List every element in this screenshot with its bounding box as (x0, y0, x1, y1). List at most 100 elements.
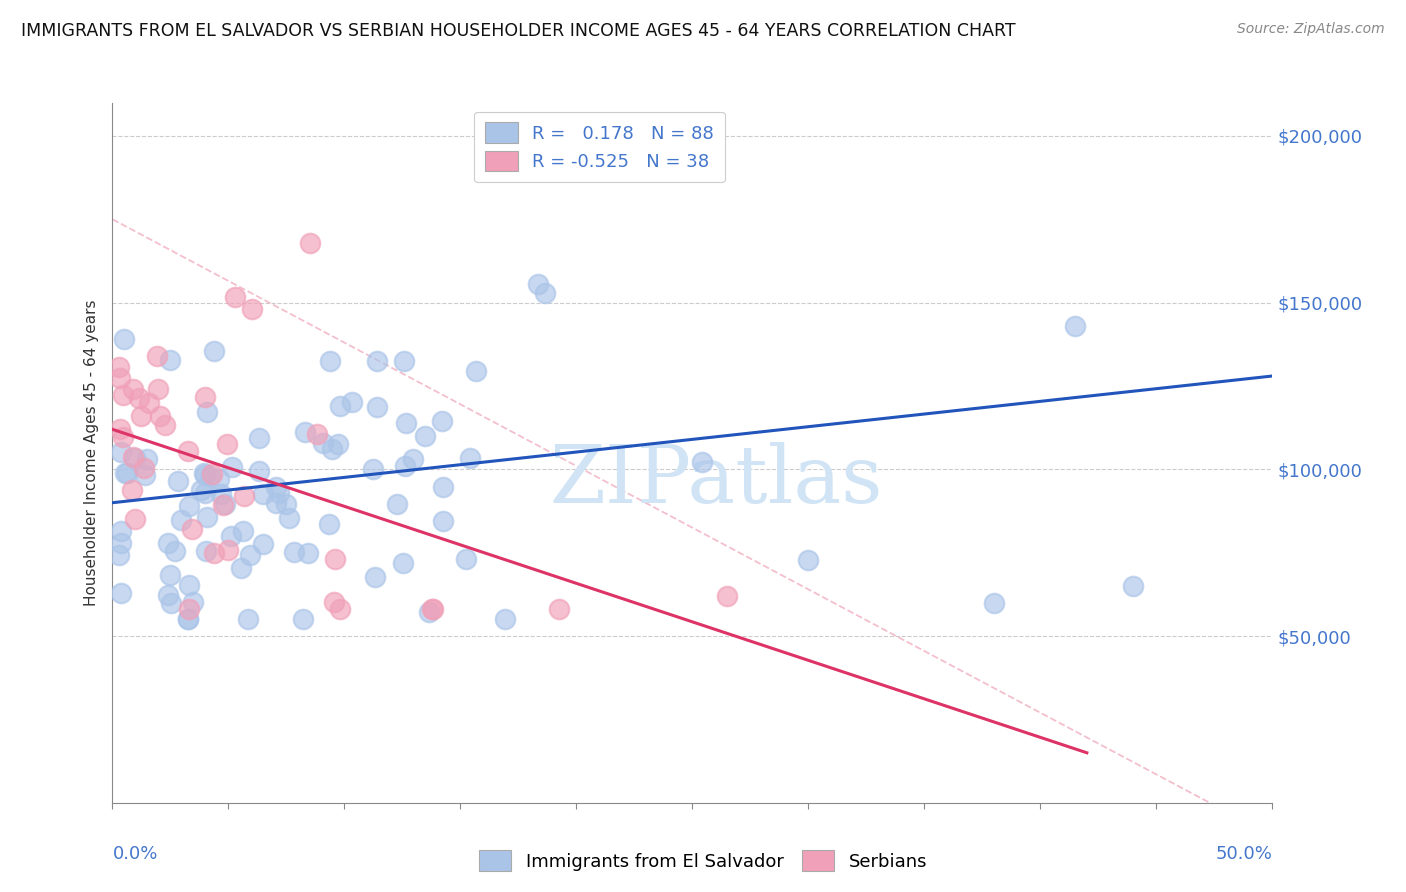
Point (392, 353, 415, 368)
Point (146, 349, 169, 363)
Point (247, 465, 270, 479)
Point (464, 364, 486, 378)
Point (177, 499, 200, 513)
Point (526, 277, 548, 292)
Point (221, 528, 243, 542)
Point (108, 359, 131, 374)
Point (195, 543, 218, 558)
Point (110, 524, 132, 538)
Point (114, 466, 136, 480)
Point (232, 489, 254, 503)
Point (252, 487, 274, 501)
Point (128, 392, 150, 406)
Text: 0.0%: 0.0% (112, 845, 157, 863)
Point (177, 612, 200, 626)
Point (239, 548, 262, 562)
Point (111, 429, 134, 443)
Point (193, 466, 215, 480)
Point (329, 602, 352, 616)
Point (112, 332, 135, 346)
Point (420, 602, 443, 616)
Point (138, 396, 160, 410)
Point (418, 606, 440, 620)
Point (329, 399, 352, 413)
Legend: R =   0.178   N = 88, R = -0.525   N = 38: R = 0.178 N = 88, R = -0.525 N = 38 (474, 112, 725, 182)
Text: IMMIGRANTS FROM EL SALVADOR VS SERBIAN HOUSEHOLDER INCOME AGES 45 - 64 YEARS COR: IMMIGRANTS FROM EL SALVADOR VS SERBIAN H… (21, 22, 1015, 40)
Point (169, 513, 191, 527)
Point (276, 497, 298, 511)
Point (159, 567, 181, 582)
Point (124, 450, 146, 465)
Point (364, 569, 387, 583)
Point (1064, 318, 1087, 333)
Point (298, 235, 321, 250)
Point (238, 612, 260, 626)
Point (208, 472, 231, 486)
Point (415, 429, 437, 443)
Point (366, 400, 388, 414)
Point (108, 422, 131, 436)
Point (111, 387, 134, 401)
Point (294, 425, 316, 439)
Point (322, 595, 344, 609)
Point (221, 459, 243, 474)
Point (110, 445, 132, 459)
Point (181, 595, 204, 609)
Point (534, 285, 557, 300)
Point (135, 451, 157, 466)
Point (291, 612, 314, 626)
Point (160, 596, 183, 610)
Point (240, 302, 263, 317)
Y-axis label: Householder Income Ages 45 - 64 years: Householder Income Ages 45 - 64 years (83, 300, 98, 606)
Point (153, 418, 176, 433)
Point (194, 468, 217, 483)
Point (195, 510, 218, 524)
Point (385, 497, 408, 511)
Point (264, 480, 287, 494)
Point (797, 553, 820, 567)
Point (202, 344, 225, 359)
Point (361, 462, 384, 476)
Point (391, 556, 413, 570)
Point (454, 551, 477, 566)
Point (159, 353, 181, 368)
Point (252, 537, 274, 551)
Point (326, 437, 349, 451)
Point (201, 467, 224, 481)
Point (110, 586, 132, 600)
Point (121, 483, 143, 497)
Point (323, 551, 346, 566)
Point (232, 524, 254, 538)
Point (432, 514, 454, 528)
Point (366, 354, 388, 368)
Point (122, 382, 145, 396)
Point (548, 602, 571, 616)
Point (209, 487, 232, 501)
Point (402, 452, 425, 467)
Point (122, 450, 145, 465)
Point (494, 612, 516, 626)
Point (319, 354, 342, 368)
Point (200, 468, 222, 483)
Point (108, 548, 131, 562)
Point (278, 511, 301, 525)
Point (115, 466, 138, 480)
Point (229, 561, 252, 575)
Point (215, 437, 238, 451)
Point (179, 578, 201, 592)
Point (193, 390, 215, 404)
Point (432, 414, 454, 428)
Point (297, 546, 319, 560)
Point (1122, 579, 1144, 593)
Point (131, 409, 153, 424)
Point (395, 417, 418, 431)
Point (267, 486, 290, 500)
Point (181, 522, 204, 536)
Point (716, 589, 738, 603)
Text: 50.0%: 50.0% (1216, 845, 1272, 863)
Point (190, 483, 212, 497)
Point (110, 371, 132, 385)
Point (165, 544, 187, 558)
Point (156, 536, 179, 550)
Point (194, 486, 217, 500)
